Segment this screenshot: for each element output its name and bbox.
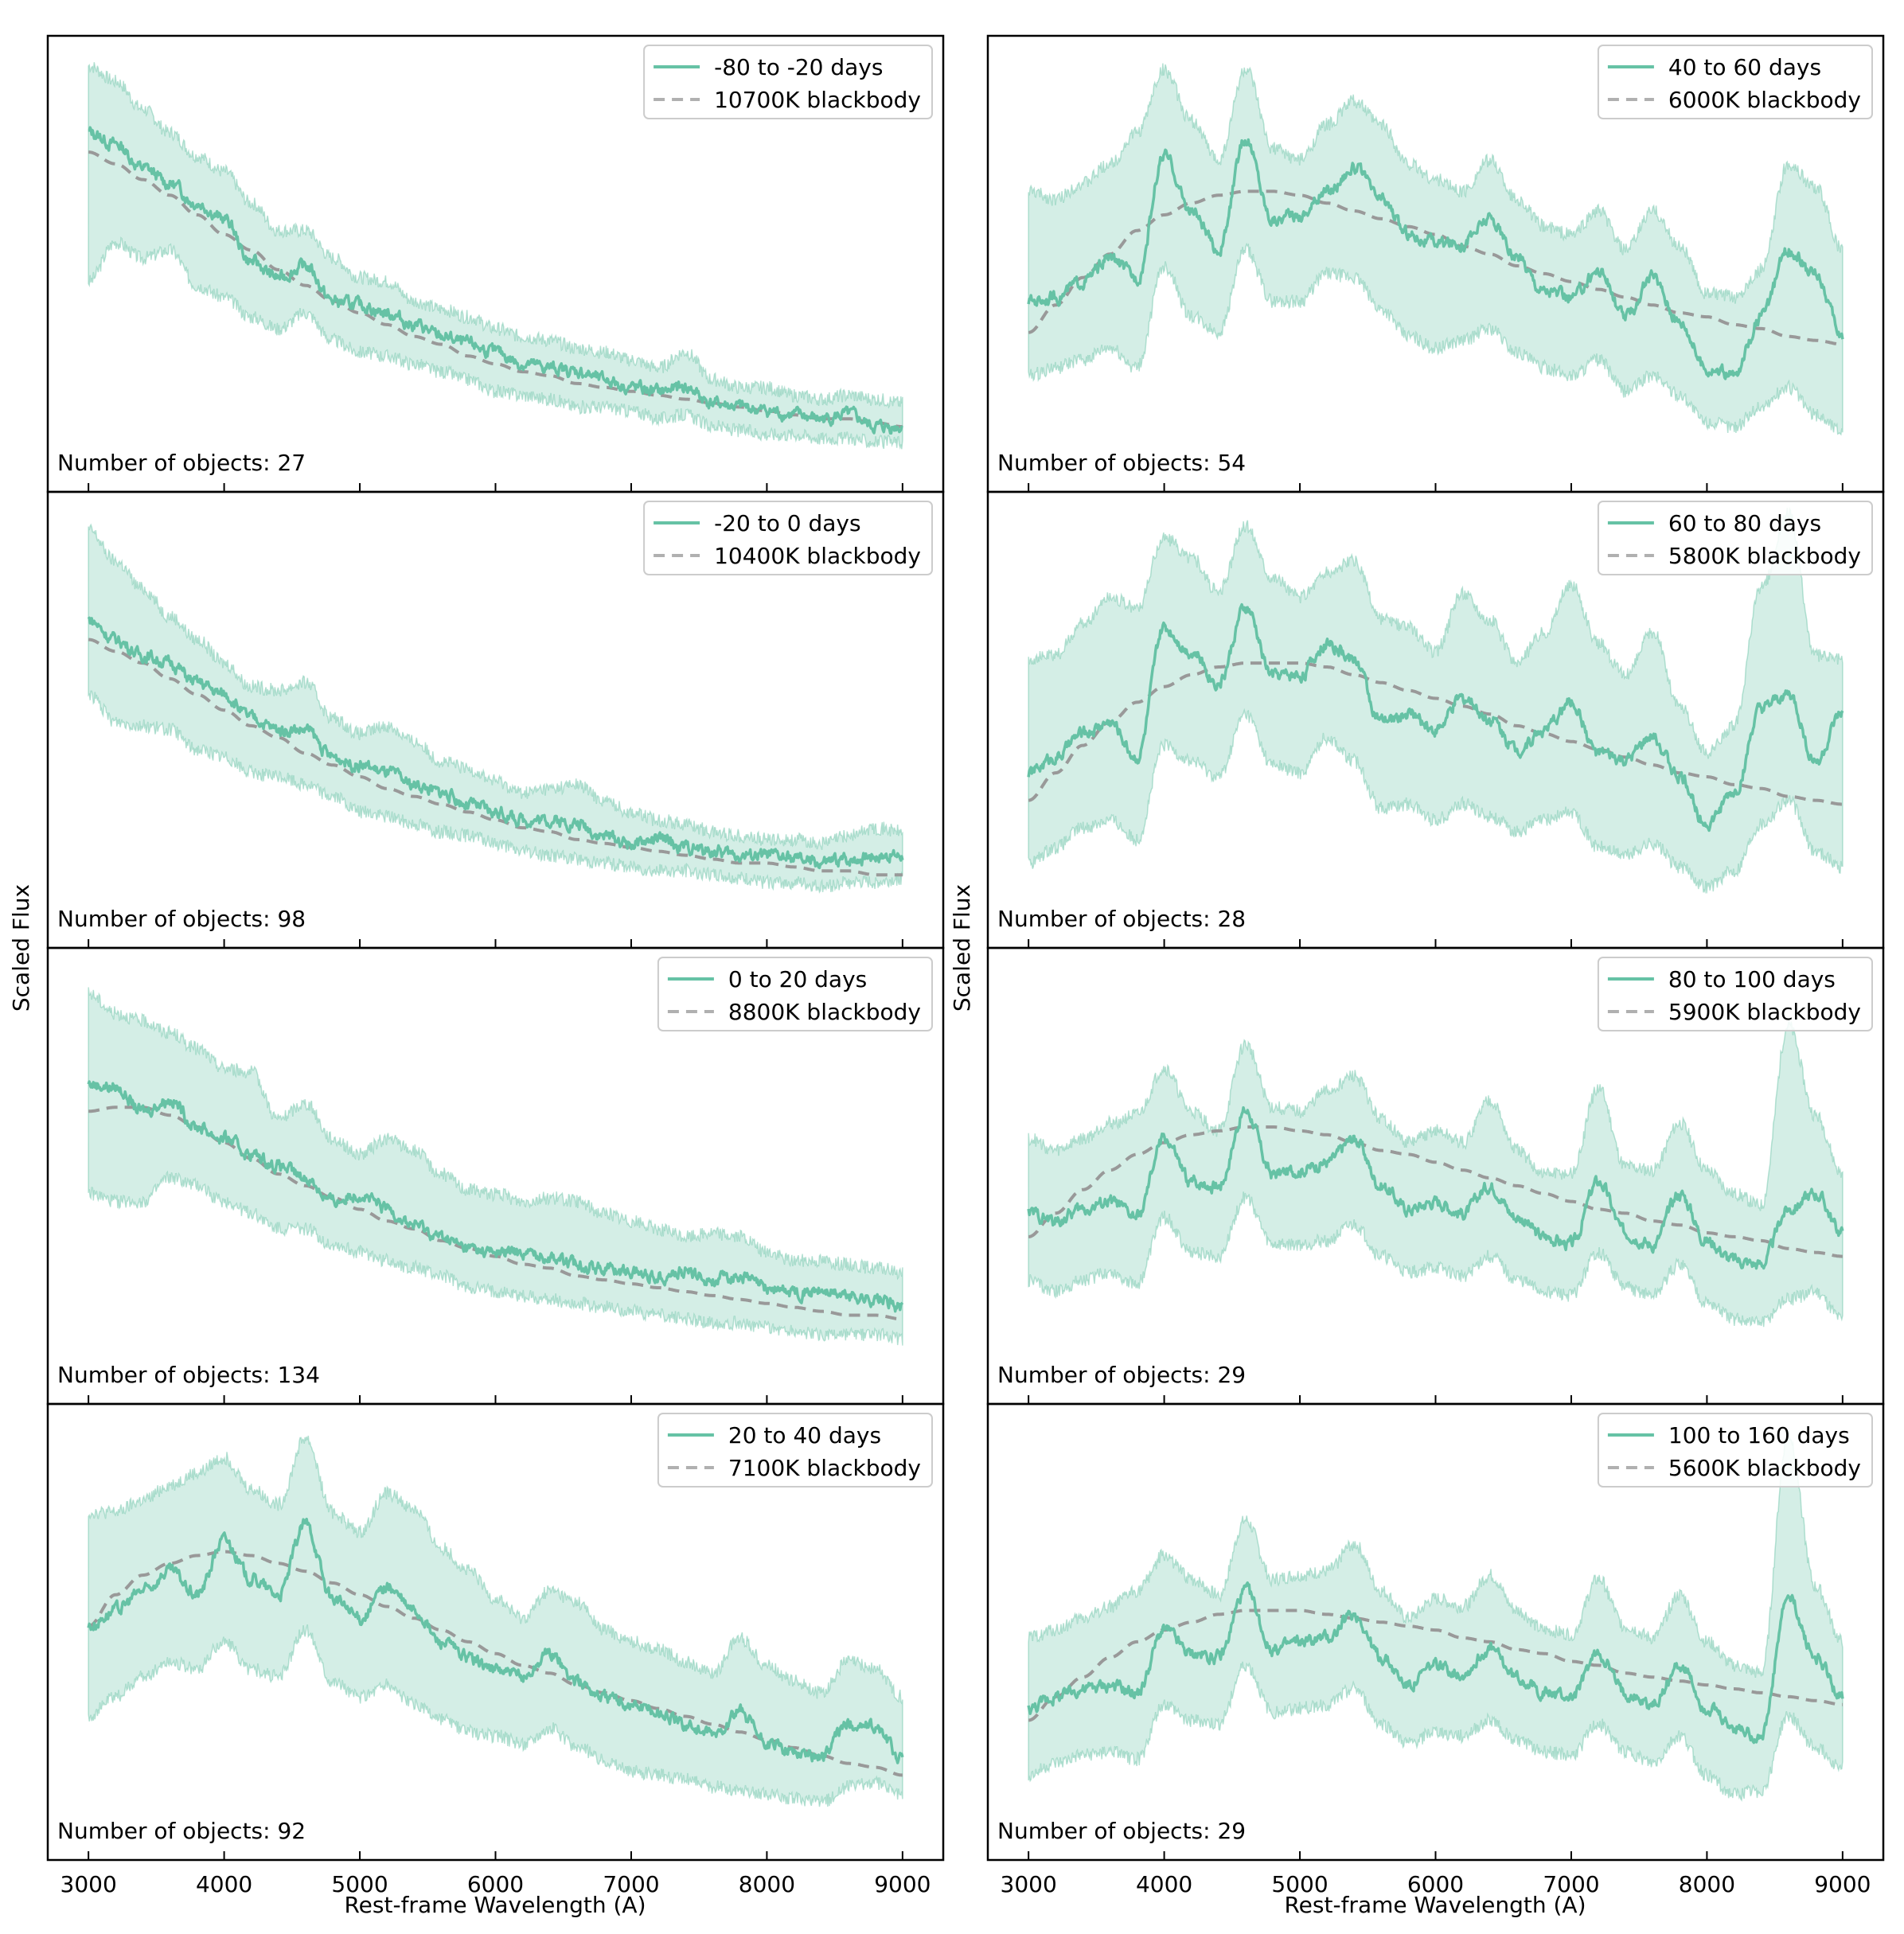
legend-label-blackbody: 5900K blackbody (1668, 999, 1861, 1025)
panel-plot-area (88, 62, 903, 450)
legend: 0 to 20 days 8800K blackbody (657, 957, 933, 1031)
object-count-label: Number of objects: 134 (57, 1362, 320, 1388)
x-tick-label: 7000 (1543, 1871, 1599, 1897)
panel-right-1: Number of objects: 54 40 to 60 days 6000K … (986, 34, 1885, 493)
legend-label-phase: 40 to 60 days (1668, 54, 1821, 80)
legend: 100 to 160 days 5600K blackbody (1597, 1413, 1873, 1488)
legend: 80 to 100 days 5900K blackbody (1597, 957, 1873, 1031)
legend-label-phase: 80 to 100 days (1668, 966, 1836, 992)
panel-plot-area (1027, 1020, 1844, 1328)
x-tick-label: 7000 (603, 1871, 659, 1897)
mean-spectrum-line (87, 1080, 904, 1313)
legend-box (643, 45, 933, 119)
std-band (88, 1435, 903, 1807)
x-tick-label: 6000 (467, 1871, 524, 1897)
object-count-label: Number of objects: 28 (997, 906, 1246, 932)
std-band (1028, 1429, 1844, 1802)
blackbody-line (88, 638, 903, 877)
x-axis-label-left: Rest-frame Wavelength (A) (344, 1892, 646, 1918)
x-tick-label: 3000 (1001, 1871, 1057, 1897)
panel-left-3: Number of objects: 134 0 to 20 days 8800K … (46, 946, 945, 1406)
mean-spectrum-line (1027, 138, 1844, 380)
legend-box (1597, 1413, 1873, 1488)
x-tick-label: 8000 (1679, 1871, 1735, 1897)
panel-right-2: Number of objects: 28 60 to 80 days 5800K … (986, 490, 1885, 949)
legend-box (657, 957, 933, 1031)
object-count-label: Number of objects: 54 (997, 450, 1246, 476)
legend-label-phase: 0 to 20 days (728, 966, 867, 992)
x-tick-label: 4000 (196, 1871, 252, 1897)
x-tick-label: 8000 (739, 1871, 795, 1897)
legend-label-blackbody: 5600K blackbody (1668, 1455, 1861, 1481)
x-tick-label: 5000 (1271, 1871, 1328, 1897)
panel-left-1: Number of objects: 27 -80 to -20 days 1070… (46, 34, 945, 493)
blackbody-line (88, 1550, 903, 1777)
x-axis-label-right: Rest-frame Wavelength (A) (1284, 1892, 1586, 1918)
legend: 20 to 40 days 7100K blackbody (657, 1413, 933, 1488)
panel-plot-area (1027, 506, 1844, 895)
panel-right-3: Number of objects: 29 80 to 100 days 5900K… (986, 946, 1885, 1406)
mean-spectrum-line (1027, 602, 1844, 832)
y-axis-label-left: Scaled Flux (8, 884, 34, 1012)
panel-plot-area (1027, 63, 1844, 436)
legend-box (1597, 45, 1873, 119)
blackbody-line (1028, 189, 1843, 346)
legend-label-phase: -80 to -20 days (714, 54, 883, 80)
x-tick-label: 5000 (331, 1871, 388, 1897)
legend-label-blackbody: 7100K blackbody (728, 1455, 921, 1481)
y-axis-label-right: Scaled Flux (949, 884, 975, 1012)
panel-plot-area (1027, 1429, 1844, 1802)
legend-label-phase: 100 to 160 days (1668, 1422, 1850, 1449)
legend-label-blackbody: 6000K blackbody (1668, 87, 1861, 113)
mean-spectrum-line (88, 126, 903, 435)
mean-spectrum-line (87, 1517, 904, 1764)
legend: -20 to 0 days 10400K blackbody (643, 501, 933, 575)
x-tick-label: 3000 (60, 1871, 117, 1897)
legend-box (1597, 501, 1873, 575)
legend: -80 to -20 days 10700K blackbody (643, 45, 933, 119)
object-count-label: Number of objects: 92 (57, 1818, 306, 1844)
blackbody-line (1028, 661, 1843, 806)
legend-box (1597, 957, 1873, 1031)
std-band (88, 523, 903, 894)
x-tick-label: 6000 (1407, 1871, 1464, 1897)
mean-spectrum-line (1027, 1581, 1844, 1745)
legend-label-blackbody: 10700K blackbody (714, 87, 921, 113)
legend-label-blackbody: 5800K blackbody (1668, 543, 1861, 569)
object-count-label: Number of objects: 29 (997, 1818, 1246, 1844)
legend: 40 to 60 days 6000K blackbody (1597, 45, 1873, 119)
legend-label-blackbody: 10400K blackbody (714, 543, 921, 569)
x-tick-label: 9000 (874, 1871, 931, 1897)
mean-spectrum-line (1027, 1105, 1844, 1270)
legend-box (643, 501, 933, 575)
panel-left-4: 3000 4000 5000 6000 7000 8000 9000 Number of ob… (46, 1402, 945, 1897)
std-band (1028, 1020, 1844, 1328)
legend-box (657, 1413, 933, 1488)
x-tick-label: 4000 (1136, 1871, 1192, 1897)
object-count-label: Number of objects: 29 (997, 1362, 1246, 1388)
std-band (88, 987, 903, 1346)
panel-plot-area (87, 987, 904, 1346)
std-band (1028, 63, 1844, 436)
panels-group: Number of objects: 27 -80 to -20 days 1070… (46, 34, 1885, 1897)
panel-left-2: Number of objects: 98 -20 to 0 days 10400K… (46, 490, 945, 949)
object-count-label: Number of objects: 27 (57, 450, 306, 476)
legend-label-phase: -20 to 0 days (714, 510, 860, 536)
legend: 60 to 80 days 5800K blackbody (1597, 501, 1873, 575)
panel-right-4: 3000 4000 5000 6000 7000 8000 9000 Number of ob… (986, 1402, 1885, 1897)
object-count-label: Number of objects: 98 (57, 906, 306, 932)
panel-plot-area (87, 1435, 904, 1807)
x-tick-label: 9000 (1814, 1871, 1871, 1897)
mean-spectrum-line (87, 616, 904, 870)
legend-label-phase: 20 to 40 days (728, 1422, 881, 1449)
legend-label-blackbody: 8800K blackbody (728, 999, 921, 1025)
std-band (88, 62, 903, 450)
std-band (1028, 506, 1844, 895)
legend-label-phase: 60 to 80 days (1668, 510, 1821, 536)
panel-plot-area (87, 523, 904, 894)
